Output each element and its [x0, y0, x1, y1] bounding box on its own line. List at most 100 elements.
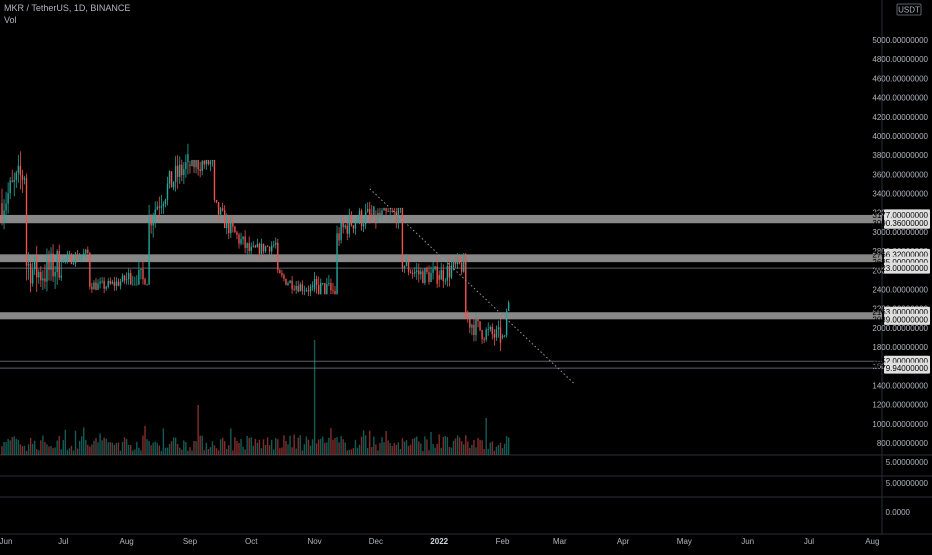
candle-body	[377, 212, 379, 222]
candle-body	[270, 245, 273, 252]
candle-body	[121, 275, 124, 282]
candle-body	[172, 182, 175, 188]
candle-body	[487, 329, 489, 331]
sub-pane-tick-label: 5.00000000	[886, 479, 929, 488]
candle-body	[219, 208, 222, 215]
volume-bar	[199, 435, 201, 455]
volume-bar	[115, 443, 118, 455]
candle-body	[460, 262, 463, 272]
currency-box[interactable]	[896, 3, 922, 16]
volume-bar	[260, 448, 263, 455]
volume-bar	[416, 436, 418, 455]
candle-body	[273, 244, 275, 246]
volume-bar	[223, 441, 226, 455]
volume-bar	[117, 442, 120, 455]
trendline[interactable]	[369, 188, 575, 384]
candle-body	[440, 269, 442, 280]
volume-bar	[27, 444, 30, 455]
candle-body	[379, 212, 381, 217]
candle-body	[356, 221, 359, 223]
volume-bar	[346, 450, 348, 455]
volume-bar	[123, 437, 126, 455]
candle-body	[362, 224, 365, 227]
volume-bar	[397, 442, 400, 455]
volume-bar	[307, 439, 310, 455]
level-zone-1[interactable]	[0, 254, 882, 263]
volume-bar	[411, 438, 414, 455]
volume-bar	[301, 450, 304, 455]
candle-body	[291, 280, 293, 290]
volume-bar	[262, 439, 265, 455]
price-tick-label: 2000.00000000	[872, 324, 928, 333]
volume-bar	[105, 438, 107, 455]
candle-body	[203, 161, 205, 165]
candle-body	[469, 318, 471, 328]
candle-body	[299, 284, 301, 292]
candle-body	[58, 250, 60, 278]
volume-bar	[489, 442, 491, 455]
candle-body	[317, 284, 320, 295]
volume-indicator-label[interactable]: Vol	[4, 15, 17, 25]
candle-body	[142, 269, 144, 280]
candle-body	[85, 249, 87, 254]
volume-bar	[328, 437, 330, 455]
volume-bar	[80, 436, 83, 455]
level-zone-0[interactable]	[0, 214, 882, 224]
candle-body	[140, 269, 142, 270]
volume-bar	[366, 447, 369, 455]
candle-body	[463, 254, 465, 272]
volume-bar	[142, 435, 144, 455]
volume-bar	[236, 441, 238, 455]
candle-body	[223, 210, 226, 229]
volume-bar	[89, 446, 91, 455]
candle-body	[411, 272, 414, 274]
zone-top-price-label: 2163.00000000	[872, 308, 928, 317]
candle-body	[385, 207, 387, 212]
volume-bar	[197, 405, 199, 455]
candle-body	[36, 256, 38, 278]
candle-body	[330, 283, 332, 291]
candle-body	[293, 289, 295, 291]
volume-bar	[311, 439, 314, 455]
volume-bar	[277, 439, 279, 455]
volume-bar	[299, 435, 301, 455]
volume-bar	[213, 445, 216, 455]
candle-body	[373, 206, 375, 216]
volume-bar	[127, 444, 130, 455]
candle-body	[348, 215, 351, 234]
time-axis[interactable]: Jun Jul Aug Sep Oct Nov Dec 2022 Feb Mar Apr May Jun…	[0, 537, 879, 546]
volume-bar	[19, 444, 22, 455]
time-tick-label: Feb	[496, 537, 510, 546]
candle-body	[250, 246, 252, 252]
candle-body	[346, 225, 348, 234]
candle-body	[338, 233, 340, 241]
level-price-label-bg	[884, 362, 930, 374]
volume-bar	[369, 430, 371, 455]
candle-body	[283, 275, 285, 279]
descending-trendline[interactable]	[369, 188, 575, 384]
volume-bar	[487, 448, 489, 455]
support-resistance-zones[interactable]	[0, 214, 882, 369]
volume-bar	[483, 448, 485, 455]
candle-body	[313, 278, 316, 290]
candle-body	[209, 161, 212, 165]
candle-body	[475, 318, 477, 336]
volume-bar	[303, 444, 306, 455]
candle-body	[507, 302, 510, 311]
volume-bar	[287, 444, 289, 455]
volume-bar	[465, 435, 467, 455]
volume-bar	[162, 428, 165, 455]
candle-body	[25, 178, 28, 266]
candle-body	[456, 257, 459, 264]
candle-body	[107, 281, 109, 287]
volume-bar	[371, 446, 373, 455]
candle-body	[232, 220, 234, 227]
candle-body	[40, 271, 42, 281]
volume-bar	[17, 439, 20, 455]
symbol-title[interactable]: MKR / TetherUS, 1D, BINANCE	[4, 3, 131, 13]
level-zone-2[interactable]	[0, 312, 882, 320]
candle-body	[193, 159, 195, 168]
candle-body	[33, 256, 36, 270]
